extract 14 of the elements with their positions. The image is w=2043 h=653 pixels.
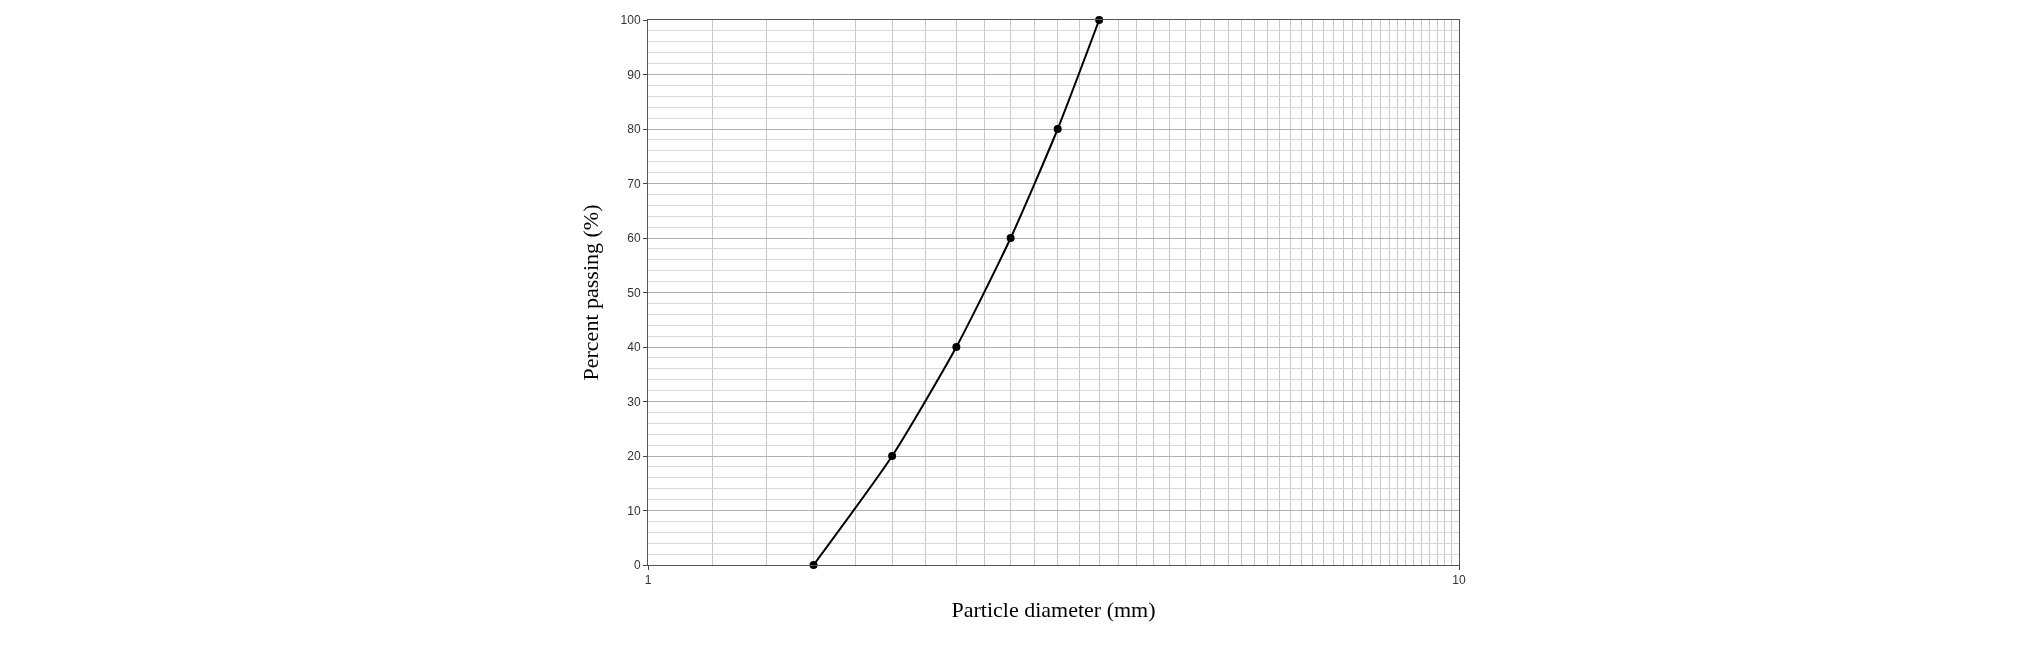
- y-tick-label: 100: [620, 13, 641, 28]
- x-axis-title: Particle diameter (mm): [951, 597, 1156, 623]
- y-tick-label: 90: [627, 67, 641, 82]
- y-tick-label: 60: [627, 231, 641, 246]
- y-tick-label: 10: [627, 503, 641, 518]
- y-tick-label: 20: [627, 449, 641, 464]
- y-tick-label: 30: [627, 394, 641, 409]
- y-tick-label: 40: [627, 340, 641, 355]
- y-axis-title: Percent passing (%): [578, 204, 604, 381]
- x-tick-label: 1: [644, 573, 652, 588]
- y-tick-label: 80: [627, 122, 641, 137]
- y-tick-label: 70: [627, 176, 641, 191]
- y-tick-label: 0: [633, 558, 641, 573]
- y-tick-label: 50: [627, 285, 641, 300]
